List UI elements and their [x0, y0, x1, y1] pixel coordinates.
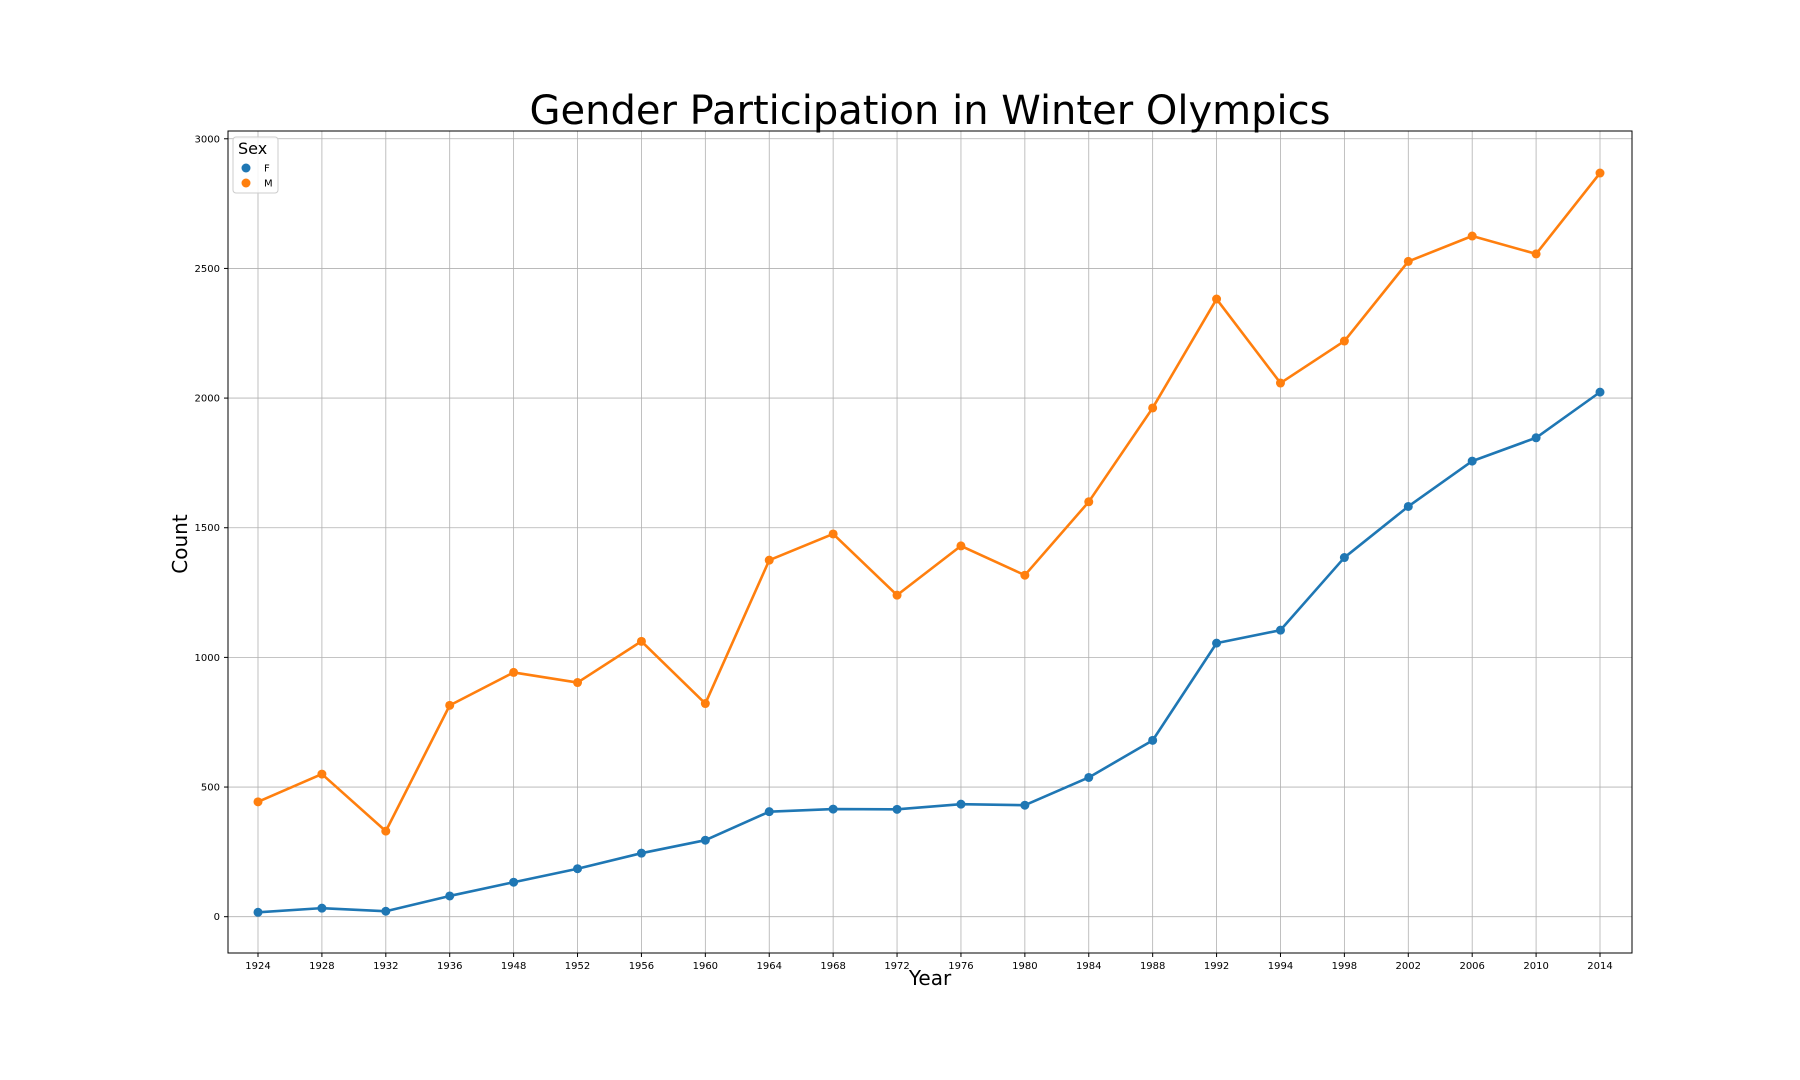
- data-point-m: [317, 769, 327, 779]
- series-f: [253, 387, 1605, 917]
- data-point-f: [1595, 387, 1605, 397]
- data-point-f: [828, 804, 838, 814]
- x-tick-label: 1964: [757, 961, 782, 972]
- x-tick-label: 1956: [629, 961, 654, 972]
- x-tick-label: 1968: [820, 961, 845, 972]
- x-tick-label: 1928: [309, 961, 334, 972]
- data-point-f: [1020, 800, 1030, 810]
- legend-marker-m: [241, 178, 251, 188]
- data-point-f: [1212, 638, 1222, 648]
- y-tick-label: 2500: [195, 264, 220, 275]
- data-point-m: [828, 529, 838, 539]
- legend-label-f: F: [264, 164, 270, 175]
- x-tick-label: 1932: [373, 961, 398, 972]
- x-tick-label: 2002: [1396, 961, 1421, 972]
- x-tick-label: 1992: [1204, 961, 1229, 972]
- x-tick-label: 1976: [948, 961, 973, 972]
- x-tick-label: 1998: [1332, 961, 1357, 972]
- data-point-m: [1403, 256, 1413, 266]
- x-tick-label: 1980: [1012, 961, 1037, 972]
- data-point-m: [1595, 168, 1605, 178]
- data-point-m: [636, 636, 646, 646]
- x-tick-label: 2010: [1523, 961, 1548, 972]
- y-tick-label: 2000: [195, 394, 220, 405]
- data-point-m: [573, 678, 583, 688]
- data-point-f: [253, 907, 263, 917]
- data-point-m: [892, 590, 902, 600]
- x-tick-label: 1984: [1076, 961, 1101, 972]
- data-point-f: [892, 804, 902, 814]
- data-point-f: [1531, 433, 1541, 443]
- data-point-m: [1339, 336, 1349, 346]
- data-point-m: [381, 826, 391, 836]
- x-tick-label: 2006: [1459, 961, 1484, 972]
- chart-title: Gender Participation in Winter Olympics: [530, 88, 1331, 134]
- y-axis-ticks: 0 500 1000 1500 2000 2500 3000: [195, 134, 228, 923]
- data-point-m: [764, 555, 774, 565]
- data-point-m: [956, 541, 966, 551]
- y-tick-label: 500: [201, 783, 220, 794]
- legend-entries: FM: [241, 163, 273, 190]
- data-point-f: [1148, 735, 1158, 745]
- y-axis-label: Count: [168, 514, 192, 574]
- data-point-m: [1467, 231, 1477, 241]
- series-line-m: [257, 172, 1602, 833]
- data-point-f: [1339, 553, 1349, 563]
- data-point-m: [1275, 378, 1285, 388]
- data-point-m: [253, 797, 263, 807]
- legend-label-m: M: [264, 179, 273, 190]
- x-axis-ticks: 1924 1928 1932 1936 1948 1952 1956 1960 1964 1968…: [245, 953, 1613, 972]
- data-point-m: [1212, 294, 1222, 304]
- x-tick-label: 1960: [693, 961, 718, 972]
- data-point-m: [509, 667, 519, 677]
- legend-title: Sex: [238, 139, 267, 158]
- grid: [228, 131, 1632, 953]
- x-tick-label: 1972: [884, 961, 909, 972]
- data-point-f: [445, 891, 455, 901]
- x-tick-label: 1948: [501, 961, 526, 972]
- data-point-m: [1148, 403, 1158, 413]
- y-tick-label: 1500: [195, 523, 220, 534]
- data-point-f: [1084, 772, 1094, 782]
- data-point-m: [700, 699, 710, 709]
- y-tick-label: 1000: [195, 653, 220, 664]
- data-point-f: [700, 835, 710, 845]
- y-tick-label: 0: [214, 912, 220, 923]
- x-tick-label: 1924: [245, 961, 270, 972]
- x-axis-label: Year: [908, 966, 952, 990]
- data-point-f: [636, 848, 646, 858]
- data-point-f: [1275, 625, 1285, 635]
- data-point-f: [1467, 456, 1477, 466]
- series-m: [253, 168, 1605, 836]
- data-point-f: [1403, 501, 1413, 511]
- x-tick-label: 1952: [565, 961, 590, 972]
- x-tick-label: 1936: [437, 961, 462, 972]
- data-point-m: [1531, 249, 1541, 259]
- data-point-f: [764, 807, 774, 817]
- x-tick-label: 2014: [1587, 961, 1612, 972]
- data-point-m: [1084, 497, 1094, 507]
- data-point-f: [381, 906, 391, 916]
- data-point-f: [956, 799, 966, 809]
- data-point-f: [509, 877, 519, 887]
- x-tick-label: 1988: [1140, 961, 1165, 972]
- series-layer: [253, 168, 1605, 917]
- plot-frame: [227, 130, 1633, 954]
- data-point-m: [1020, 570, 1030, 580]
- y-tick-label: 3000: [195, 134, 220, 145]
- legend-marker-f: [241, 163, 251, 173]
- data-point-m: [445, 700, 455, 710]
- series-line-f: [257, 391, 1601, 914]
- data-point-f: [317, 903, 327, 913]
- legend: Sex FM: [232, 136, 279, 194]
- x-tick-label: 1994: [1268, 961, 1293, 972]
- data-point-f: [573, 864, 583, 874]
